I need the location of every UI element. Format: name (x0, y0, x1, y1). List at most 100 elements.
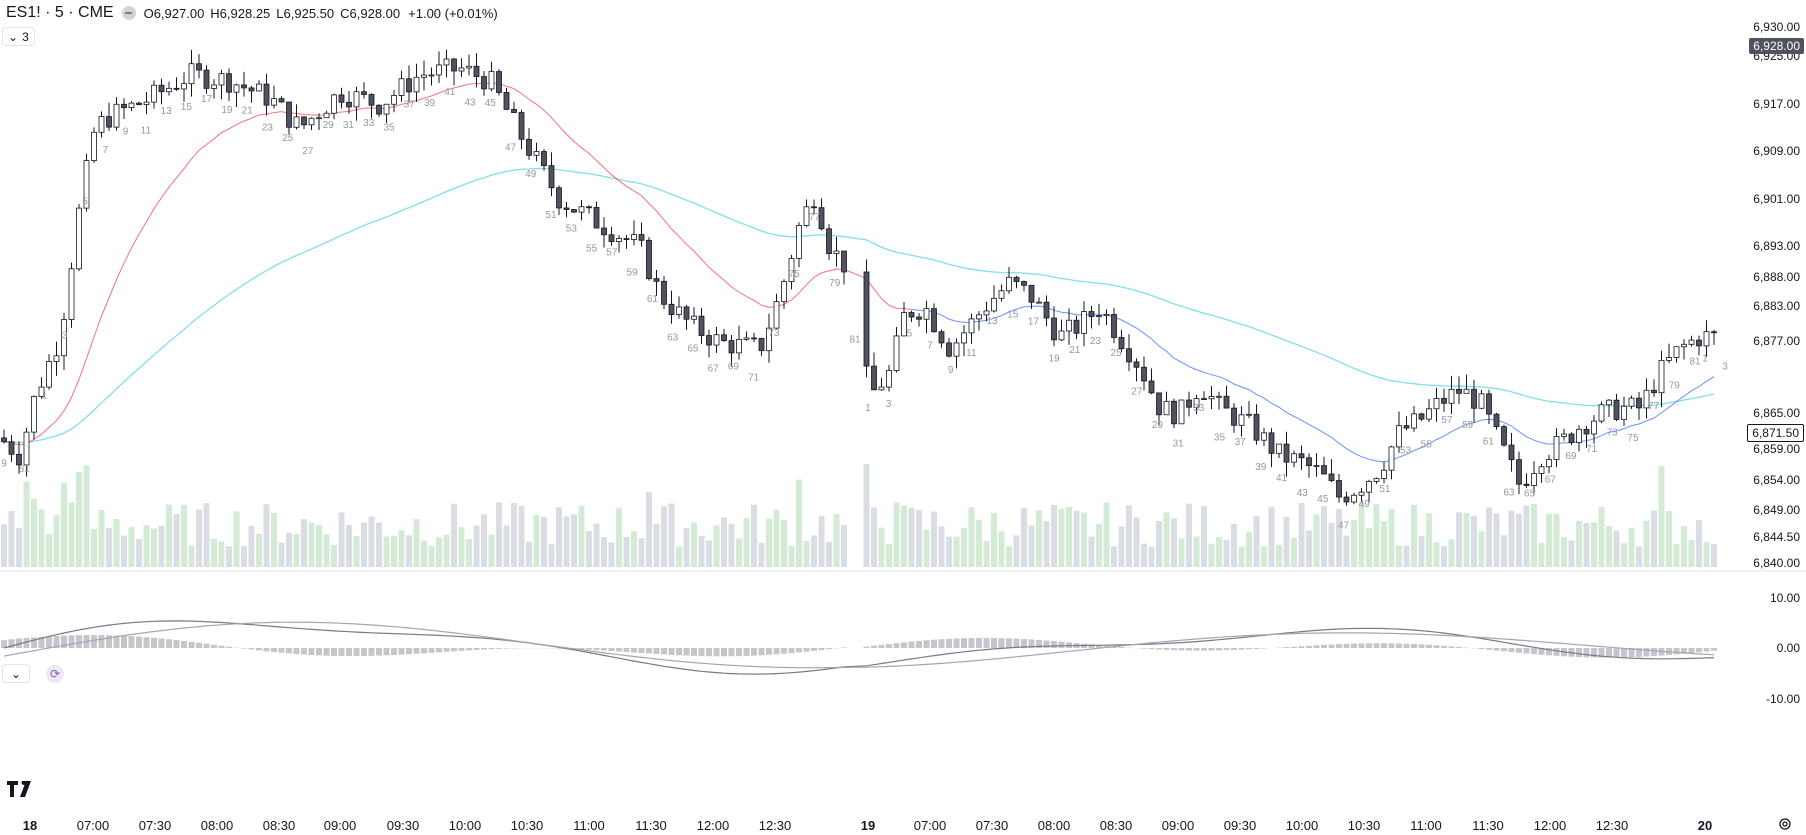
bar-count-label: 57 (606, 248, 618, 259)
macd-histogram-bar (1373, 643, 1380, 648)
bar-count-label: 25 (282, 133, 294, 144)
bar-count-label: 21 (242, 105, 254, 116)
candle-body (353, 91, 360, 108)
bar-count-label: 51 (546, 210, 558, 221)
macd-histogram-bar (961, 638, 967, 648)
macd-histogram-bar (98, 635, 105, 648)
bar-count-label: 75 (789, 269, 801, 280)
candle-body (248, 87, 255, 92)
indicators-toggle-button[interactable]: ⌄ 3 (2, 27, 35, 46)
macd-histogram-bar (886, 643, 892, 648)
bar-count-label: 73 (1607, 427, 1619, 438)
macd-histogram-bar (698, 648, 705, 657)
volume-bar (796, 479, 802, 567)
macd-histogram-bar (128, 636, 135, 648)
volume-bar (76, 471, 82, 567)
candle-body (1643, 389, 1650, 409)
candle-body (1088, 311, 1095, 317)
candle-body (76, 207, 82, 270)
candle-body (1246, 413, 1252, 416)
candle-body (1613, 399, 1620, 420)
volume-bar (1478, 531, 1485, 567)
macd-histogram-bar (1711, 648, 1717, 651)
candle-body (736, 339, 742, 354)
volume-bar (211, 539, 217, 567)
candle-body (323, 112, 330, 119)
candle-body (676, 306, 682, 315)
macd-histogram-bar (1688, 648, 1695, 653)
volume-bar (263, 504, 270, 567)
macd-histogram-bar (931, 639, 937, 648)
candle-body (38, 386, 45, 397)
bar-count-label: 1 (865, 403, 871, 414)
candle-body (961, 332, 967, 344)
candle-body (346, 101, 352, 108)
volume-bar (991, 513, 997, 567)
market-status-icon[interactable] (121, 6, 136, 20)
candle-body (1328, 473, 1335, 481)
time-axis-label: 12:30 (759, 818, 792, 833)
volume-bar (1546, 513, 1552, 567)
candle-body (128, 102, 135, 109)
volume-bar (203, 503, 210, 567)
macd-histogram-bar (256, 648, 262, 651)
close-value: C6,928.00 (340, 5, 401, 21)
macd-histogram-bar (263, 648, 270, 652)
volume-bar (593, 523, 600, 567)
macd-histogram-bar (398, 648, 405, 655)
candle-body (796, 225, 802, 259)
macd-histogram-bar (61, 635, 67, 648)
candle-body (1, 437, 7, 443)
candle-body (1658, 359, 1665, 394)
candle-body (1703, 331, 1710, 347)
macd-histogram-bar (743, 648, 750, 656)
volume-bar (1598, 506, 1605, 567)
candle-body (901, 312, 907, 337)
macd-histogram-bar (556, 648, 562, 649)
volume-bar (293, 533, 300, 567)
bar-count-label: 35 (383, 123, 395, 134)
candle-body (1681, 343, 1687, 348)
candle-body (728, 340, 735, 354)
candle-body (286, 101, 292, 128)
macd-histogram-bar (31, 637, 37, 648)
volume-bar (1531, 503, 1537, 567)
price-axis-label: 6,865.00 (1753, 406, 1800, 420)
time-axis-label: 09:00 (324, 818, 357, 833)
macd-histogram-bar (736, 648, 742, 657)
candle-body (188, 63, 195, 85)
volume-bar (946, 536, 952, 567)
macd-histogram-bar (683, 648, 690, 656)
macd-histogram-bar (676, 648, 682, 656)
macd-histogram-bar (1643, 648, 1650, 657)
volume-bar (976, 519, 982, 567)
candle-body (256, 83, 262, 92)
candle-body (541, 151, 547, 167)
tradingview-logo[interactable] (7, 781, 37, 797)
volume-bar (286, 532, 292, 567)
volume-bar (1358, 502, 1365, 567)
sync-icon[interactable]: ⟳ (46, 665, 64, 683)
gear-icon[interactable] (1778, 817, 1792, 831)
volume-bar (511, 502, 517, 567)
bar-count-label: 77 (809, 212, 821, 223)
macd-pane-toggle-button[interactable]: ⌄ (2, 664, 30, 683)
candle-body (68, 268, 75, 320)
macd-histogram-bar (1231, 648, 1237, 650)
macd-histogram-bar (1418, 644, 1425, 648)
candle-body (1546, 459, 1552, 468)
candle-body (1111, 314, 1117, 338)
macd-histogram-bar (23, 637, 30, 648)
high-value: H6,928.25 (210, 5, 271, 21)
candle-body (758, 338, 765, 352)
symbol-title[interactable]: ES1! · 5 · CME (6, 4, 114, 21)
volume-bar (541, 516, 547, 567)
bar-count-label: 9 (123, 126, 129, 137)
candle-body (1411, 413, 1417, 429)
macd-histogram-bar (623, 648, 630, 653)
macd-histogram-bar (1411, 643, 1417, 648)
volume-bar (1643, 520, 1650, 567)
candle-body (98, 116, 105, 133)
